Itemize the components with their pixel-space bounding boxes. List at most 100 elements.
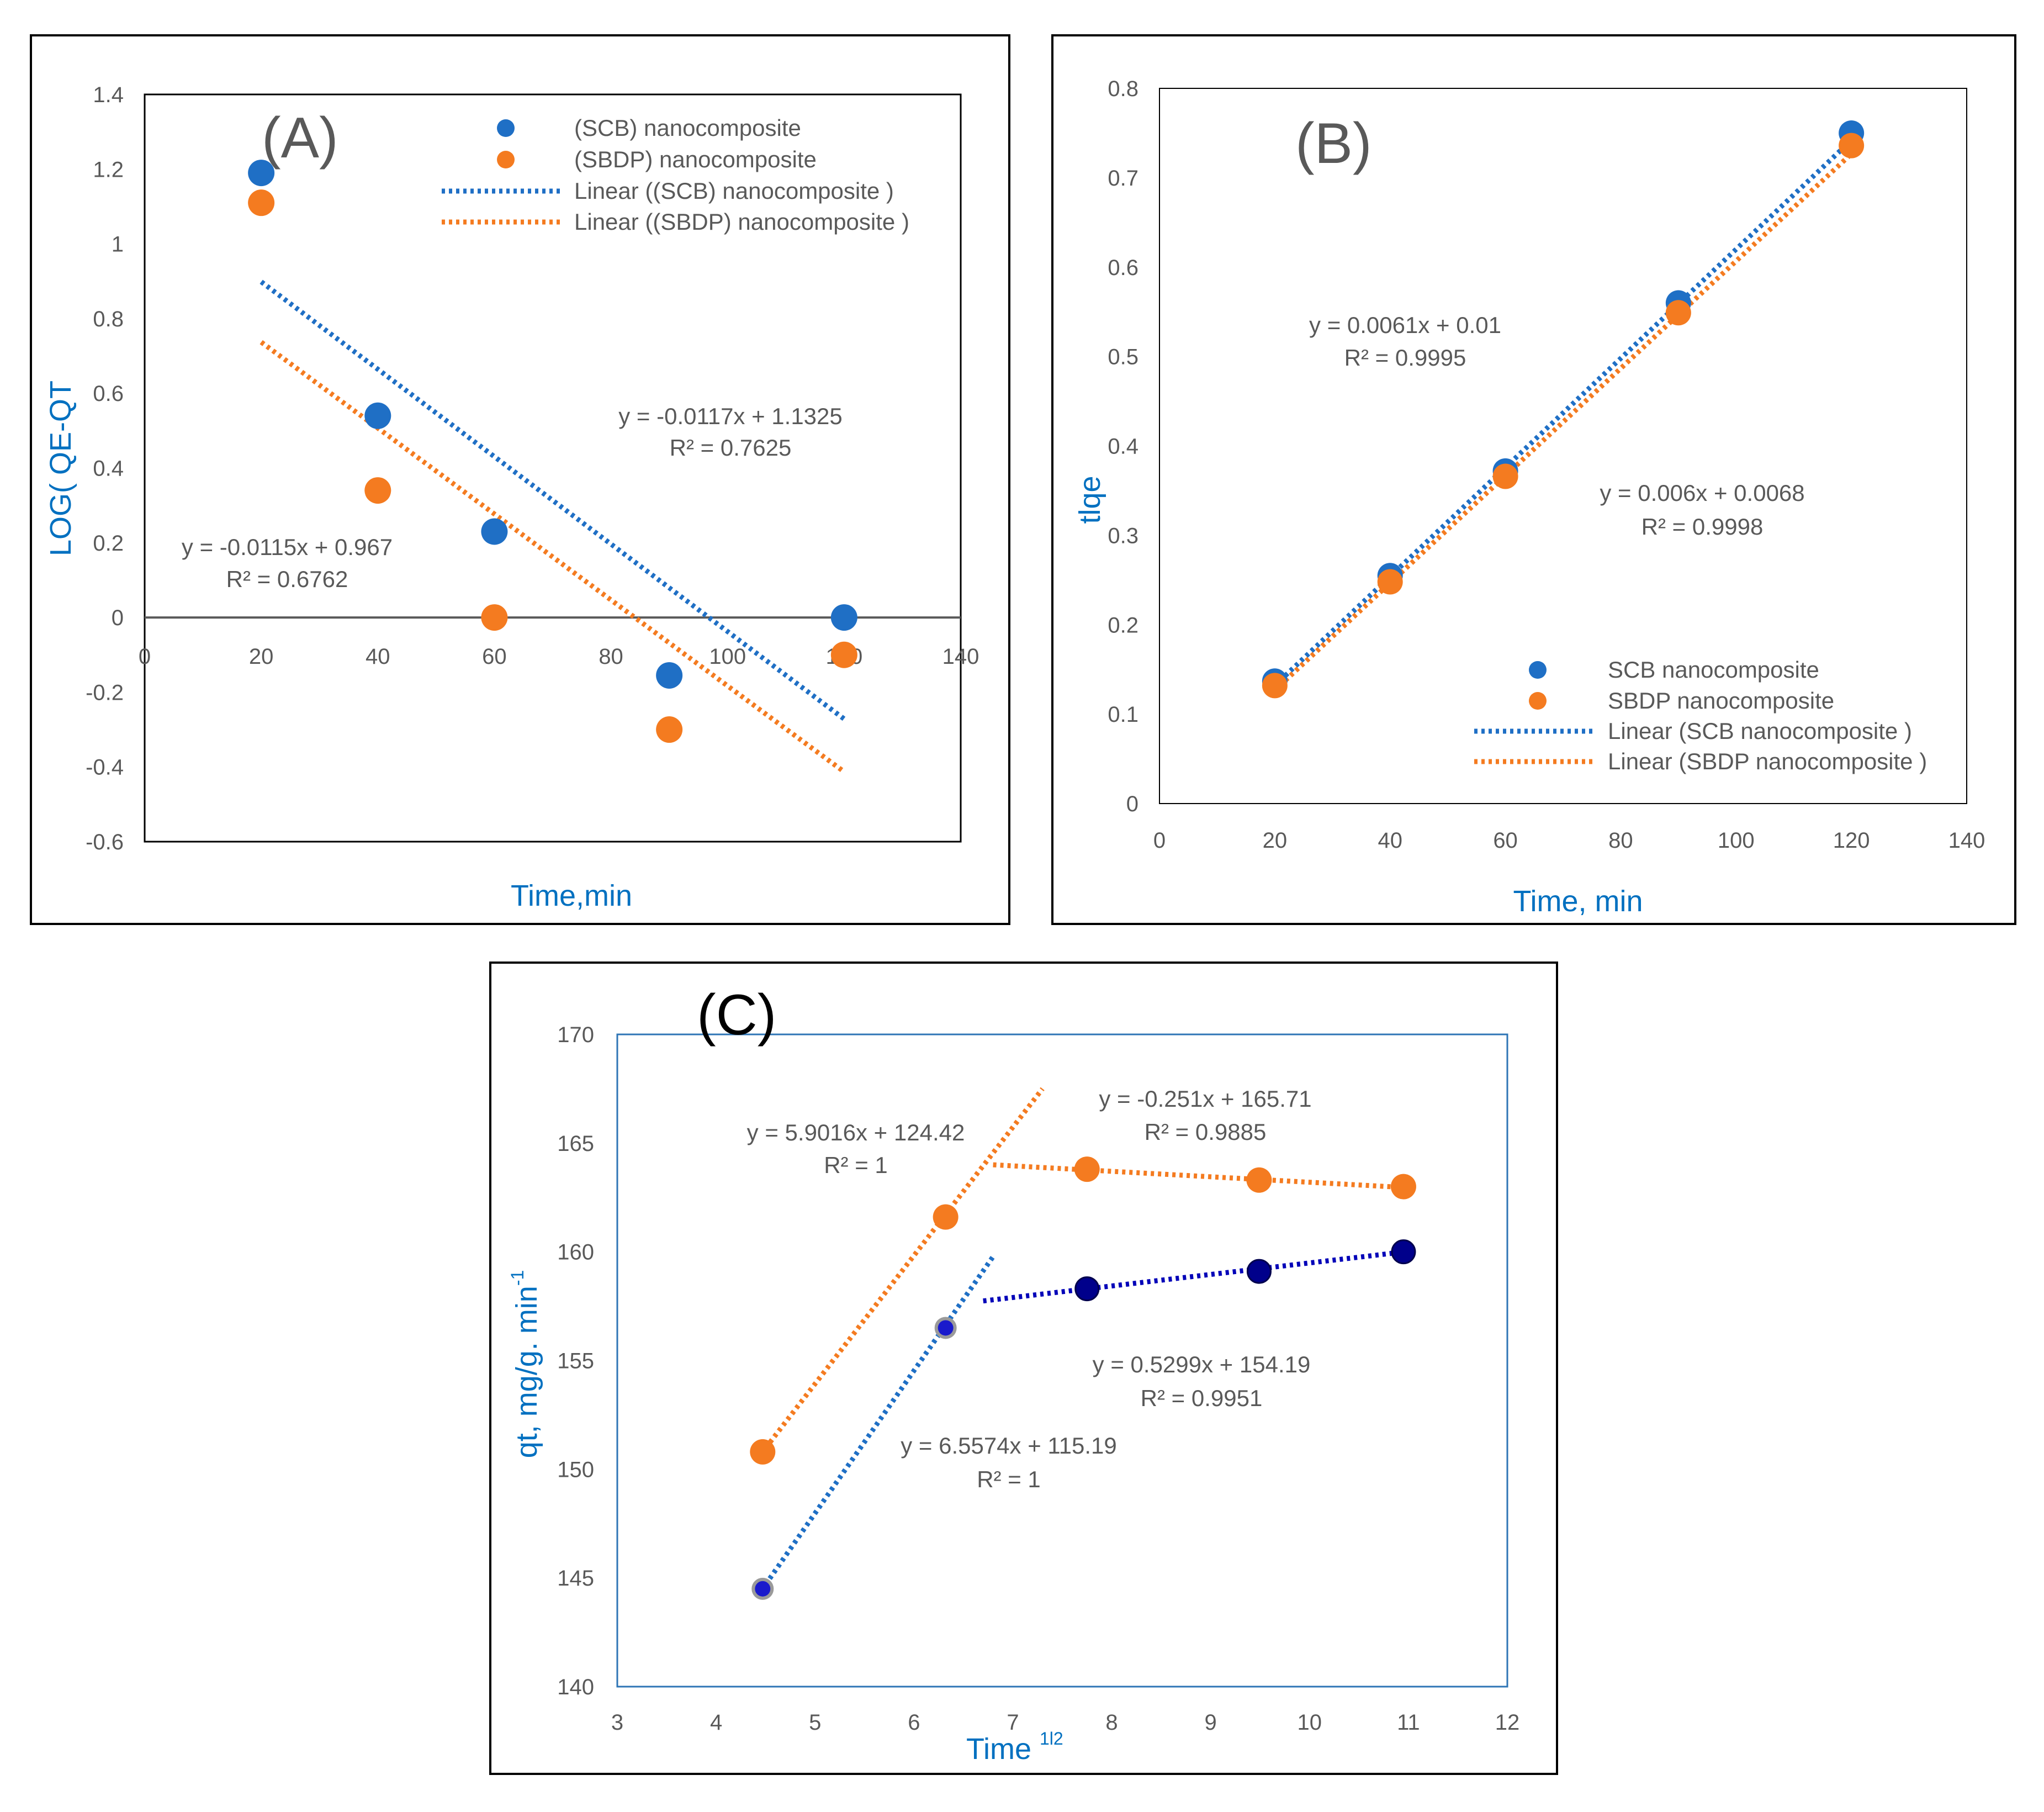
equation-label: y = 0.5299x + 154.19 [1093, 1351, 1311, 1377]
y-tick-label: 0.2 [1108, 613, 1139, 637]
panel-label: (A) [262, 106, 338, 170]
y-tick-label: 145 [557, 1566, 594, 1591]
y-tick-label: 0.4 [93, 457, 124, 481]
data-point [364, 402, 391, 429]
x-tick-label: 20 [249, 644, 274, 669]
trendline [260, 340, 846, 774]
legend-marker [1529, 692, 1547, 710]
panel-c-frame [489, 962, 1558, 1775]
y-axis-label: tlqe [1073, 476, 1106, 524]
panel-a: 1.4 1.2 1 0.8 0.6 0.4 0.2 0 -0.2 -0.4 -0.6 0 20 40 60 8… [30, 34, 1010, 925]
y-tick-label: 0.2 [93, 531, 124, 556]
data-point [1390, 1174, 1416, 1200]
trendline [1273, 138, 1854, 688]
r2-label: R² = 0.6762 [226, 566, 348, 592]
data-point [830, 604, 857, 631]
data-point [1246, 1167, 1272, 1193]
y-tick-label: 0.1 [1108, 702, 1139, 727]
trendline [1273, 152, 1854, 693]
r2-label: R² = 0.9995 [1344, 345, 1466, 371]
y-tick-label: 0.8 [93, 307, 124, 331]
legend-marker [1529, 661, 1547, 679]
panel-label: (C) [697, 983, 776, 1047]
y-tick-label: 0.6 [93, 382, 124, 406]
x-tick-label: 100 [709, 644, 746, 669]
data-point [481, 604, 508, 631]
x-tick-label: 8 [1105, 1710, 1118, 1735]
x-tick-label: 4 [710, 1710, 722, 1735]
y-axis-label-main: qt, mg/g. min [510, 1286, 543, 1458]
x-axis-label: Time, min [1513, 885, 1643, 918]
x-tick-label: 9 [1205, 1710, 1217, 1735]
x-tick-label: 140 [942, 644, 979, 669]
data-point [1665, 300, 1691, 326]
y-tick-label: -0.4 [86, 756, 124, 780]
x-axis-label-main: Time [966, 1732, 1040, 1766]
data-point [830, 641, 857, 668]
data-point [1262, 673, 1288, 699]
legend-entry: SBDP nanocomposite [1608, 688, 1834, 714]
data-point [1839, 133, 1865, 159]
trendline [983, 1249, 1409, 1304]
equation-label: y = -0.0117x + 1.1325 [618, 403, 843, 429]
equation-label: y = -0.0115x + 0.967 [182, 534, 393, 560]
y-axis-label-sup: -1 [507, 1270, 527, 1286]
panel-c: 170 165 160 155 150 145 140 3 4 5 6 7 8 9 10 11 12 Time 1… [489, 962, 1558, 1775]
data-point [656, 716, 683, 743]
x-tick-label: 80 [599, 644, 623, 669]
data-point [364, 477, 391, 504]
panel-b: 0.8 0.7 0.6 0.5 0.4 0.3 0.2 0.1 00 20 40 60 80 100 120… [1051, 34, 2016, 925]
x-tick-label: 80 [1608, 828, 1633, 853]
equation-label: y = 0.006x + 0.0068 [1600, 480, 1804, 506]
panel-a-plot-area [144, 93, 962, 843]
equation-label: y = 0.0061x + 0.01 [1309, 312, 1501, 338]
data-point [481, 518, 508, 545]
data-point [938, 1320, 954, 1336]
legend-marker [497, 151, 515, 168]
legend-entry: Linear (SBDP nanocomposite ) [1608, 748, 1927, 774]
y-tick-label: 0.8 [1108, 77, 1139, 101]
y-tick-label: 160 [557, 1240, 594, 1265]
panel-label: (B) [1295, 112, 1372, 176]
r2-label: R² = 0.7625 [670, 435, 792, 461]
y-axis-label: LOG( QE-QT [44, 381, 77, 556]
data-point [1492, 463, 1518, 489]
x-tick-label: 120 [1833, 828, 1870, 853]
r2-label: R² = 0.9998 [1641, 514, 1764, 540]
y-tick-label: 0.4 [1108, 435, 1139, 459]
x-tick-label: 6 [908, 1710, 920, 1735]
trendline [993, 1162, 1409, 1191]
y-tick-label: 165 [557, 1132, 594, 1156]
data-point [656, 662, 683, 689]
r2-label: R² = 1 [824, 1152, 888, 1178]
y-tick-label: 1.2 [93, 157, 124, 182]
y-tick-label: 0.6 [1108, 256, 1139, 280]
data-point [1074, 1156, 1100, 1182]
r2-label: R² = 0.9885 [1145, 1119, 1267, 1145]
data-point [248, 189, 275, 216]
x-tick-label: 20 [1263, 828, 1288, 853]
x-tick-label: 7 [1007, 1710, 1019, 1735]
x-tick-label: 11 [1397, 1710, 1420, 1735]
trendline [260, 279, 846, 721]
y-tick-label: 150 [557, 1457, 594, 1482]
legend-entry: Linear ((SBDP) nanocomposite ) [574, 209, 909, 235]
x-tick-label: 140 [1948, 828, 1985, 853]
y-tick-label: 1 [112, 233, 124, 257]
x-tick-label: 10 [1298, 1710, 1322, 1735]
equation-label: y = 6.5574x + 115.19 [901, 1433, 1117, 1459]
y-tick-label: 155 [557, 1349, 594, 1373]
panel-c-plot-area [616, 1033, 1508, 1688]
panel-b-frame [1051, 34, 2016, 925]
y-tick-label: 1.4 [93, 83, 124, 107]
x-tick-label: 0 [139, 644, 151, 669]
data-point [248, 160, 275, 187]
y-tick-label: 0.5 [1108, 345, 1139, 369]
x-tick-label: 40 [366, 644, 390, 669]
y-tick-label: 0.7 [1108, 166, 1139, 191]
x-tick-label: 5 [809, 1710, 821, 1735]
y-tick-label: -0.6 [86, 830, 124, 854]
legend-entry: (SBDP) nanocomposite [574, 146, 817, 172]
x-axis-label-sup: 1l2 [1040, 1729, 1063, 1748]
